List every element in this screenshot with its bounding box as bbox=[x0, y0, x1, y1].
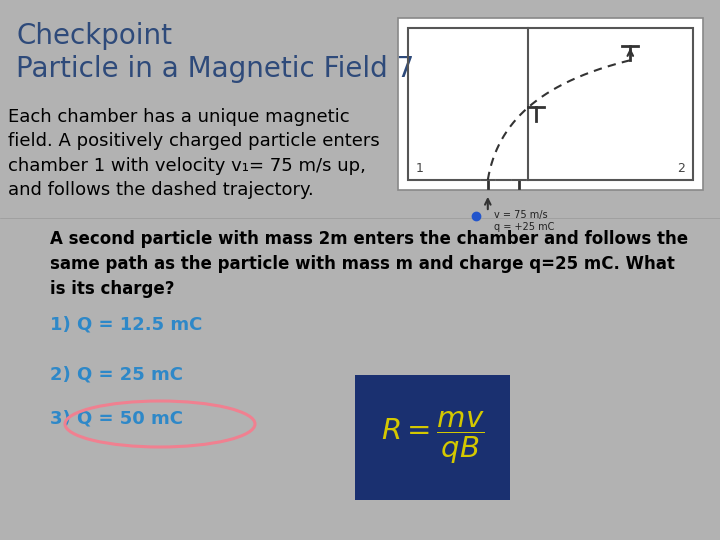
Text: $\mathit{R}=\dfrac{\mathit{mv}}{\mathit{qB}}$: $\mathit{R}=\dfrac{\mathit{mv}}{\mathit{… bbox=[381, 409, 485, 465]
Text: Each chamber has a unique magnetic
field. A positively charged particle enters
c: Each chamber has a unique magnetic field… bbox=[8, 108, 379, 199]
Bar bbox=[408, 28, 693, 180]
Text: 1: 1 bbox=[416, 162, 424, 175]
Text: v = 75 m/s
q = +25 mC: v = 75 m/s q = +25 mC bbox=[494, 210, 554, 232]
Bar bbox=[355, 375, 510, 500]
Text: Checkpoint: Checkpoint bbox=[16, 22, 172, 50]
Text: Particle in a Magnetic Field 7: Particle in a Magnetic Field 7 bbox=[16, 55, 414, 83]
Text: 2) Q = 25 mC: 2) Q = 25 mC bbox=[50, 365, 183, 383]
Text: 1) Q = 12.5 mC: 1) Q = 12.5 mC bbox=[50, 315, 202, 333]
Text: 3) Q = 50 mC: 3) Q = 50 mC bbox=[50, 410, 183, 428]
Text: 2: 2 bbox=[677, 162, 685, 175]
Bar bbox=[398, 18, 703, 190]
Text: A second particle with mass 2m enters the chamber and follows the
same path as t: A second particle with mass 2m enters th… bbox=[50, 230, 688, 298]
